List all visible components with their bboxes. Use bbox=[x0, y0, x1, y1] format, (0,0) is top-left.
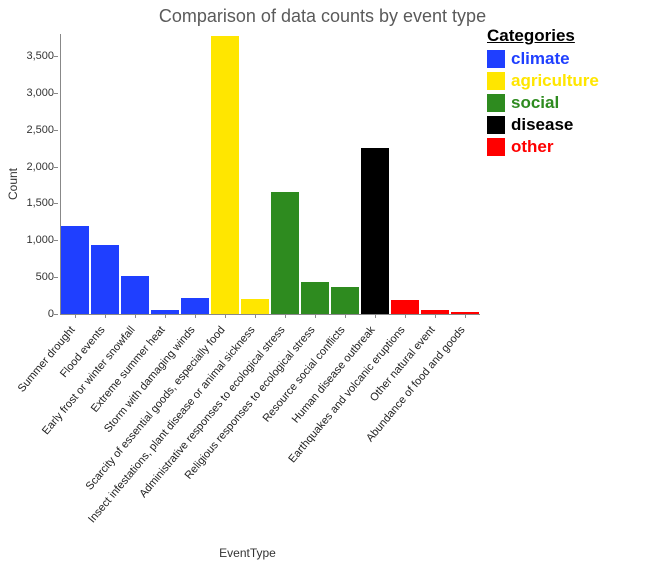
plot-area bbox=[60, 34, 480, 314]
legend-swatch bbox=[487, 72, 505, 90]
x-tick bbox=[75, 314, 76, 318]
x-tick-label: Extreme summer heat bbox=[158, 324, 167, 332]
legend-label: climate bbox=[511, 48, 570, 70]
bar-chart: Comparison of data counts by event type … bbox=[0, 0, 645, 566]
bar bbox=[361, 148, 389, 314]
x-tick bbox=[465, 314, 466, 318]
legend-item: climate bbox=[487, 48, 637, 70]
legend-title: Categories bbox=[487, 26, 637, 46]
y-tick bbox=[54, 240, 58, 241]
x-tick-label: Storm with damaging winds bbox=[188, 324, 197, 332]
x-tick bbox=[105, 314, 106, 318]
x-tick-label: Scarcity of essential goods, especially … bbox=[218, 324, 227, 332]
x-tick bbox=[285, 314, 286, 318]
x-tick bbox=[255, 314, 256, 318]
x-axis-label: EventType bbox=[0, 546, 495, 560]
legend-swatch bbox=[487, 50, 505, 68]
x-tick bbox=[315, 314, 316, 318]
x-tick-label: Administrative responses to ecological s… bbox=[278, 324, 287, 332]
x-tick bbox=[165, 314, 166, 318]
x-tick-label: Summer drought bbox=[68, 324, 77, 332]
legend-label: agriculture bbox=[511, 70, 599, 92]
x-tick-label: Insect infestations, plant disease or an… bbox=[248, 324, 257, 332]
x-tick-label: Religious responses to ecological stress bbox=[308, 324, 317, 332]
y-tick bbox=[54, 314, 58, 315]
legend-label: disease bbox=[511, 114, 573, 136]
y-axis-label: Count bbox=[6, 168, 20, 200]
y-tick-label: 3,500 bbox=[26, 50, 54, 62]
bar bbox=[121, 276, 149, 314]
y-tick-label: 500 bbox=[36, 271, 54, 283]
x-tick-label: Other natural event bbox=[428, 324, 437, 332]
y-tick bbox=[54, 203, 58, 204]
bar bbox=[241, 299, 269, 314]
x-tick bbox=[135, 314, 136, 318]
bar bbox=[271, 192, 299, 314]
x-tick bbox=[225, 314, 226, 318]
bar bbox=[211, 36, 239, 314]
y-tick-label: 2,000 bbox=[26, 161, 54, 173]
y-tick bbox=[54, 130, 58, 131]
y-tick bbox=[54, 277, 58, 278]
y-tick-label: 2,500 bbox=[26, 124, 54, 136]
x-tick bbox=[195, 314, 196, 318]
chart-title: Comparison of data counts by event type bbox=[0, 6, 645, 27]
x-tick bbox=[375, 314, 376, 318]
bar bbox=[391, 300, 419, 314]
x-tick bbox=[435, 314, 436, 318]
y-tick-label: 3,000 bbox=[26, 87, 54, 99]
legend-item: agriculture bbox=[487, 70, 637, 92]
legend: Categories climateagriculturesocialdisea… bbox=[487, 26, 637, 158]
y-tick-label: 0 bbox=[48, 308, 54, 320]
bar bbox=[61, 226, 89, 314]
legend-swatch bbox=[487, 116, 505, 134]
x-tick-label: Resource social conflicts bbox=[338, 324, 347, 332]
x-tick-label: Abundance of food and goods bbox=[458, 324, 467, 332]
legend-label: social bbox=[511, 92, 559, 114]
legend-item: social bbox=[487, 92, 637, 114]
x-tick-label: Flood events bbox=[98, 324, 107, 332]
bar bbox=[301, 282, 329, 314]
y-tick-label: 1,000 bbox=[26, 234, 54, 246]
legend-label: other bbox=[511, 136, 554, 158]
x-tick-label: Early frost or winter snowfall bbox=[128, 324, 137, 332]
bars-container bbox=[60, 34, 480, 314]
legend-swatch bbox=[487, 94, 505, 112]
legend-item: other bbox=[487, 136, 637, 158]
y-tick bbox=[54, 167, 58, 168]
x-tick bbox=[345, 314, 346, 318]
x-axis: Summer drought Flood events Early frost or… bbox=[60, 314, 480, 554]
y-tick-label: 1,500 bbox=[26, 197, 54, 209]
bar bbox=[181, 298, 209, 314]
y-tick bbox=[54, 93, 58, 94]
x-tick bbox=[405, 314, 406, 318]
legend-item: disease bbox=[487, 114, 637, 136]
bar bbox=[91, 245, 119, 314]
bar bbox=[331, 287, 359, 314]
x-tick-label: Human disease outbreak bbox=[368, 324, 377, 332]
legend-swatch bbox=[487, 138, 505, 156]
y-tick bbox=[54, 56, 58, 57]
x-tick-label: Earthquakes and volcanic eruptions bbox=[398, 324, 407, 332]
